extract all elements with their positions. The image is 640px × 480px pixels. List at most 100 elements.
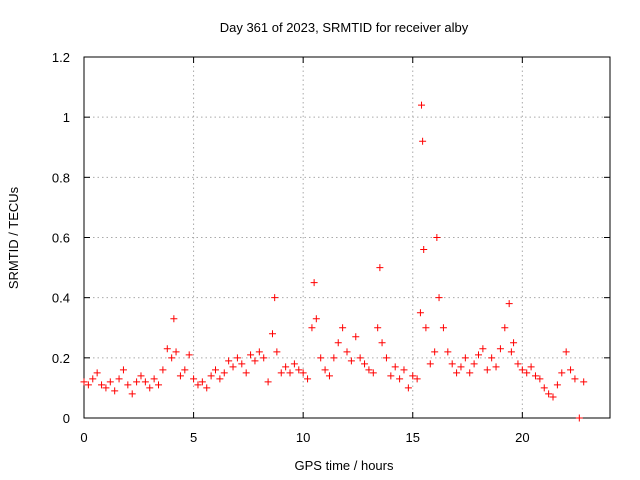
data-point — [369, 369, 377, 377]
data-point — [505, 300, 513, 308]
data-point — [426, 360, 434, 368]
y-tick-label: 1 — [63, 110, 70, 125]
y-tick-label: 0 — [63, 411, 70, 426]
data-point — [558, 369, 566, 377]
data-point — [255, 348, 263, 356]
x-tick-label: 5 — [190, 430, 197, 445]
data-point — [433, 234, 441, 241]
data-point — [457, 363, 465, 371]
data-point — [483, 366, 491, 374]
data-point — [159, 366, 167, 374]
data-point — [488, 354, 496, 362]
data-point — [409, 372, 417, 380]
data-point — [225, 357, 233, 365]
data-point — [124, 381, 132, 389]
data-point — [80, 378, 88, 386]
data-point — [150, 375, 158, 383]
data-point — [466, 369, 474, 377]
data-point — [431, 348, 439, 356]
data-point — [418, 101, 426, 109]
x-tick-label: 15 — [406, 430, 420, 445]
data-point — [308, 324, 316, 332]
y-tick-label: 0.8 — [52, 170, 70, 185]
chart-title: Day 361 of 2023, SRMTID for receiver alb… — [220, 20, 469, 35]
data-point — [479, 345, 487, 353]
data-point — [273, 348, 281, 356]
data-point — [216, 375, 224, 383]
data-point — [444, 348, 452, 356]
data-point — [404, 384, 412, 392]
data-point — [361, 360, 369, 368]
data-point — [133, 378, 141, 386]
data-point — [347, 357, 355, 365]
data-point — [448, 360, 456, 368]
y-tick-label: 1.2 — [52, 50, 70, 65]
data-point — [198, 378, 206, 386]
data-point — [419, 137, 427, 145]
data-point — [251, 357, 259, 365]
data-point — [378, 339, 386, 347]
y-tick-label: 0.6 — [52, 231, 70, 246]
data-point — [299, 369, 307, 377]
data-point — [376, 264, 384, 272]
data-point — [317, 354, 325, 362]
data-point — [325, 372, 333, 380]
data-point — [343, 348, 351, 356]
data-point — [170, 315, 178, 323]
data-point — [461, 354, 469, 362]
data-point — [155, 381, 163, 389]
data-point — [141, 378, 149, 386]
data-point — [510, 339, 518, 347]
data-point — [102, 384, 110, 392]
y-tick-label: 0.2 — [52, 351, 70, 366]
data-point — [264, 378, 272, 386]
data-point — [496, 345, 504, 353]
data-point — [470, 360, 478, 368]
data-point — [260, 354, 268, 362]
data-point — [163, 345, 171, 353]
data-point — [382, 354, 390, 362]
data-point — [435, 294, 443, 302]
data-point — [536, 375, 544, 383]
data-point — [290, 360, 298, 368]
data-point — [420, 246, 428, 254]
data-point — [321, 366, 329, 374]
data-point — [212, 366, 219, 374]
x-tick-label: 20 — [515, 430, 529, 445]
data-point — [365, 366, 373, 374]
data-point — [176, 372, 184, 380]
data-point — [137, 372, 145, 380]
data-point — [190, 375, 198, 383]
data-point — [531, 372, 539, 380]
data-point — [330, 354, 338, 362]
data-point — [106, 378, 114, 386]
data-point — [277, 369, 285, 377]
data-point — [352, 333, 360, 341]
data-point — [207, 372, 215, 380]
data-point — [413, 375, 421, 383]
data-point — [89, 375, 97, 383]
data-point — [356, 354, 364, 362]
data-point — [553, 381, 561, 389]
x-tick-label: 10 — [296, 430, 310, 445]
data-point — [501, 324, 509, 332]
data-point — [119, 366, 127, 374]
data-point — [540, 384, 548, 392]
data-point — [146, 384, 154, 392]
data-point — [229, 363, 237, 371]
data-point — [194, 381, 202, 389]
data-point — [391, 363, 399, 371]
data-point — [128, 390, 136, 398]
data-point — [115, 375, 123, 383]
data-point — [271, 294, 279, 302]
data-point — [492, 363, 500, 371]
x-axis-label: GPS time / hours — [295, 458, 394, 473]
y-axis-label: SRMTID / TECUs — [6, 186, 21, 289]
data-point — [339, 324, 347, 332]
data-point — [453, 369, 461, 377]
data-point — [98, 381, 106, 389]
data-point — [233, 354, 241, 362]
data-point — [549, 393, 557, 401]
data-point — [282, 363, 290, 371]
